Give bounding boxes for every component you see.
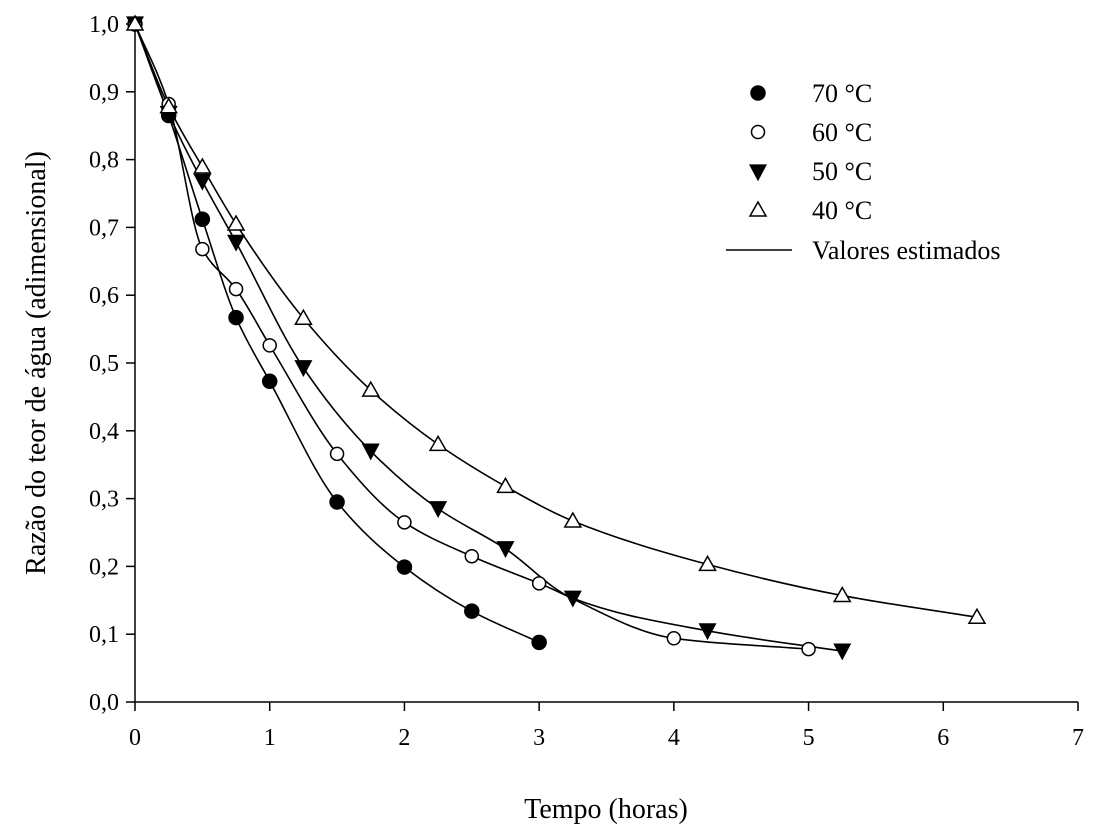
y-tick-label: 0,1	[89, 622, 119, 648]
point-open-triangle-up	[428, 434, 448, 452]
y-tick-label: 0,8	[89, 148, 119, 174]
point-open-triangle-up	[563, 511, 583, 528]
legend: 70 °C 60 °C 50 °C 40 °C Valores estimado…	[726, 79, 1000, 265]
point-filled-circle	[261, 373, 278, 390]
point-filled-triangle-down	[496, 541, 515, 559]
x-tick-label: 4	[668, 725, 680, 751]
legend-item-70: 70 °C	[750, 79, 872, 108]
point-filled-circle	[396, 559, 413, 575]
legend-item-50: 50 °C	[749, 157, 872, 186]
x-tick-label: 3	[533, 725, 545, 751]
y-tick-label: 0,3	[89, 487, 119, 513]
fitted-curve-2	[134, 23, 843, 652]
point-open-triangle-up	[496, 476, 515, 494]
fitted-curve-0	[134, 23, 540, 644]
point-open-circle	[262, 338, 277, 353]
point-open-triangle-up	[832, 586, 852, 603]
point-open-triangle-up	[226, 214, 246, 231]
legend-marker-open-circle	[750, 124, 766, 140]
y-axis-title: Razão do teor de água (adimensional)	[21, 151, 52, 575]
point-filled-triangle-down	[227, 234, 246, 252]
point-open-circle	[666, 631, 682, 646]
point-open-circle	[228, 281, 244, 297]
y-tick-label: 1,0	[89, 12, 119, 38]
y-tick-label: 0,6	[89, 283, 119, 309]
point-open-triangle-up	[125, 14, 145, 31]
legend-label-70: 70 °C	[812, 79, 872, 108]
point-filled-triangle-down	[294, 360, 313, 378]
point-open-circle	[397, 515, 412, 530]
point-open-triangle-up	[294, 308, 313, 326]
y-tick-label: 0,7	[89, 215, 119, 241]
axes	[134, 24, 1078, 703]
point-filled-triangle-down	[361, 443, 380, 461]
point-filled-triangle-down	[193, 173, 212, 191]
point-filled-circle	[329, 494, 345, 510]
y-tick-label: 0,0	[89, 690, 119, 716]
point-open-triangle-up	[193, 157, 212, 174]
x-axis-title: Tempo (horas)	[524, 794, 688, 825]
point-filled-circle	[464, 603, 480, 619]
legend-label-50: 50 °C	[812, 157, 872, 186]
point-filled-circle	[228, 309, 244, 326]
x-tick-label: 0	[129, 725, 141, 751]
x-ticks: 0 1 2 3 4 5 6 7	[129, 702, 1084, 751]
legend-marker-open-triangle-up	[748, 200, 768, 217]
x-tick-label: 2	[398, 725, 410, 751]
point-open-circle	[195, 241, 210, 257]
point-open-circle	[801, 641, 816, 657]
x-tick-label: 1	[264, 725, 276, 751]
point-open-triangle-up	[967, 607, 987, 624]
legend-label-60: 60 °C	[812, 118, 872, 147]
point-open-circle	[329, 446, 345, 462]
y-tick-label: 0,9	[89, 80, 119, 106]
point-open-triangle-up	[698, 554, 717, 572]
y-tick-label: 0,5	[89, 351, 119, 377]
legend-label-40: 40 °C	[812, 196, 872, 225]
y-ticks: 0,0 0,1 0,2 0,3 0,4 0,5 0,6 0,7 0,8 0,9 1,0	[89, 12, 135, 716]
data-points	[125, 14, 987, 661]
legend-item-40: 40 °C	[748, 196, 872, 225]
point-open-circle	[531, 576, 547, 591]
x-tick-label: 7	[1072, 725, 1084, 751]
fitted-curve-3	[134, 23, 978, 619]
y-tick-label: 0,2	[89, 554, 119, 580]
point-filled-triangle-down	[563, 590, 582, 608]
legend-marker-filled-circle	[750, 85, 766, 101]
point-open-triangle-up	[361, 380, 381, 397]
legend-item-60: 60 °C	[750, 118, 872, 147]
point-filled-circle	[194, 211, 211, 228]
x-tick-label: 5	[803, 725, 815, 751]
x-tick-label: 6	[937, 725, 949, 751]
point-filled-triangle-down	[698, 623, 717, 641]
point-filled-circle	[531, 634, 547, 651]
legend-item-fit: Valores estimados	[726, 236, 1000, 265]
legend-label-fit: Valores estimados	[812, 236, 1000, 265]
legend-marker-filled-triangle-down	[749, 164, 767, 182]
point-open-triangle-up	[159, 97, 178, 114]
y-tick-label: 0,4	[89, 419, 119, 445]
point-open-circle	[464, 548, 480, 564]
point-filled-triangle-down	[429, 501, 448, 519]
point-filled-triangle-down	[833, 643, 852, 661]
